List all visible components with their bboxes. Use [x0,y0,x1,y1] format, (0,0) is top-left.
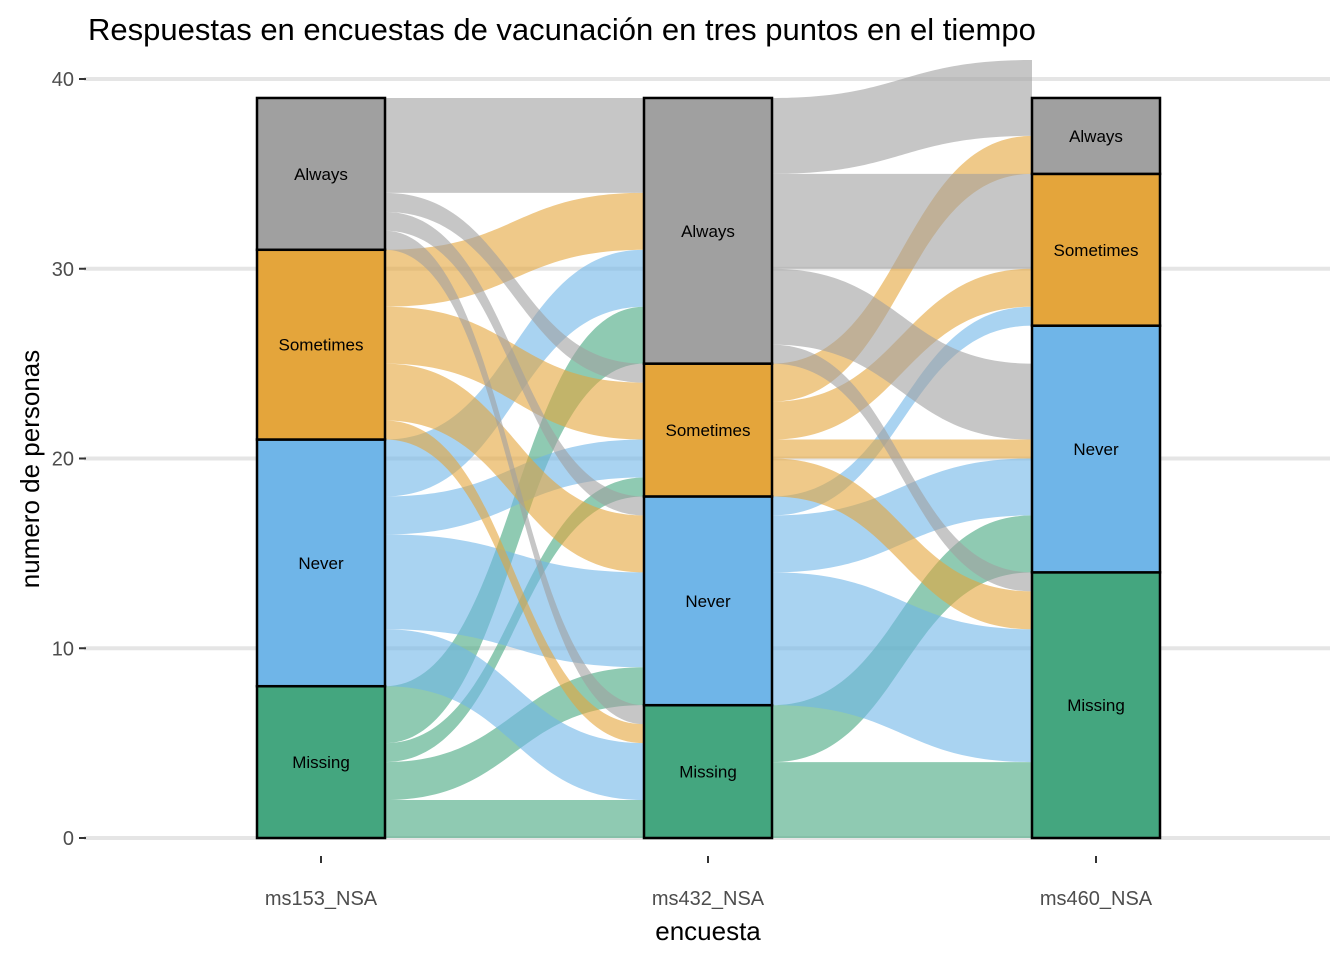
stratum-label-always: Always [1069,127,1123,146]
stratum-never [642,495,774,707]
flow-never-to-never [772,458,1032,573]
stratum-label-always: Always [294,165,348,184]
flow-always-to-always [772,60,1032,174]
stratum-label-missing: Missing [1067,696,1125,715]
flows [385,60,1032,838]
flow-missing-to-always [385,306,644,744]
stratum-label-missing: Missing [292,753,350,772]
flow-sometimes-to-never [385,363,644,573]
x-tick-label-ms460_NSA: ms460_NSA [1040,888,1153,910]
y-tick-label-30: 30 [52,259,74,281]
stratum-label-never: Never [685,592,731,611]
flow-sometimes-to-always [385,192,644,307]
x-tick-label-ms153_NSA: ms153_NSA [265,888,378,910]
y-tick-label-0: 0 [63,828,74,850]
stratum-always [1030,96,1162,176]
flow-always-to-never [772,268,1032,440]
flow-sometimes-to-missing [385,420,644,744]
y-tick-label-10: 10 [52,638,74,660]
x-axis-label: encuesta [655,916,761,946]
stratum-sometimes [1030,172,1162,327]
flow-always-to-sometimes [772,173,1032,269]
flow-always-to-missing [385,230,644,725]
stratum-label-sometimes: Sometimes [278,336,363,355]
y-tick-label-40: 40 [52,69,74,91]
flow-missing-to-missing [385,800,644,838]
stratum-never [255,438,387,688]
flow-always-to-missing [772,344,1032,592]
stratum-label-missing: Missing [679,763,737,782]
flow-always-to-always [385,97,644,193]
stratum-missing [255,684,387,840]
stratum-label-never: Never [298,554,344,573]
stratum-label-sometimes: Sometimes [665,421,750,440]
axes: 0 10 20 30 40 ms153_NSA ms432_NSA ms460_NSA [52,69,1153,910]
flow-missing-to-missing [772,762,1032,838]
y-tick-label-20: 20 [52,449,74,471]
flow-never-to-never [385,534,644,668]
stratum-always [642,96,774,365]
stratum-missing [642,703,774,840]
stratum-never [1030,324,1162,574]
x-tick-label-ms432_NSA: ms432_NSA [652,888,765,910]
chart-title: Respuestas en encuestas de vacunación en… [88,12,1036,47]
stratum-always [255,96,387,252]
flow-sometimes-to-missing [772,458,1032,630]
stratum-label-always: Always [681,222,735,241]
flow-always-to-sometimes [385,192,644,383]
flow-never-to-missing [385,629,644,801]
y-axis-label: numero de personas [15,350,45,588]
stratum-sometimes [255,248,387,441]
flow-sometimes-to-never [772,439,1032,459]
stratum-missing [1030,571,1162,840]
strata: Missing Never Sometimes Always Missing Never S… [255,96,1162,840]
stratum-label-never: Never [1073,440,1119,459]
stratum-label-sometimes: Sometimes [1053,241,1138,260]
flow-always-to-never [385,211,644,516]
flow-never-to-sometimes [772,306,1032,516]
flow-never-to-missing [772,572,1032,763]
